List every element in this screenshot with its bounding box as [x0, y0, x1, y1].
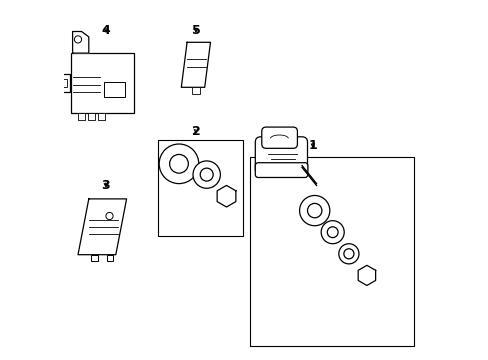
Circle shape: [299, 195, 329, 226]
Text: 4: 4: [102, 24, 110, 37]
Text: 2: 2: [191, 125, 200, 138]
Text: 5: 5: [191, 24, 200, 37]
Bar: [104, 82, 125, 97]
Bar: [78, 112, 85, 120]
Bar: [249, 157, 413, 346]
Polygon shape: [357, 265, 375, 285]
Circle shape: [106, 212, 113, 220]
Circle shape: [343, 249, 353, 259]
Circle shape: [193, 161, 220, 188]
Circle shape: [169, 154, 188, 173]
Circle shape: [74, 36, 81, 43]
Circle shape: [307, 203, 321, 218]
FancyBboxPatch shape: [255, 137, 307, 175]
Polygon shape: [72, 31, 89, 53]
Bar: [71, 53, 134, 112]
Bar: [88, 112, 95, 120]
Bar: [158, 140, 242, 236]
Circle shape: [159, 144, 199, 184]
Polygon shape: [78, 199, 126, 255]
Bar: [107, 255, 113, 261]
Bar: [63, 79, 67, 87]
FancyBboxPatch shape: [261, 127, 297, 148]
Text: 1: 1: [308, 139, 317, 152]
Circle shape: [321, 221, 344, 244]
Polygon shape: [217, 185, 235, 207]
Circle shape: [200, 168, 213, 181]
Bar: [191, 87, 200, 94]
FancyBboxPatch shape: [255, 163, 307, 177]
Circle shape: [326, 227, 337, 238]
Bar: [98, 112, 105, 120]
Bar: [91, 255, 98, 261]
Bar: [59, 74, 70, 92]
Polygon shape: [181, 42, 210, 87]
Text: 3: 3: [102, 179, 110, 192]
Circle shape: [338, 244, 358, 264]
